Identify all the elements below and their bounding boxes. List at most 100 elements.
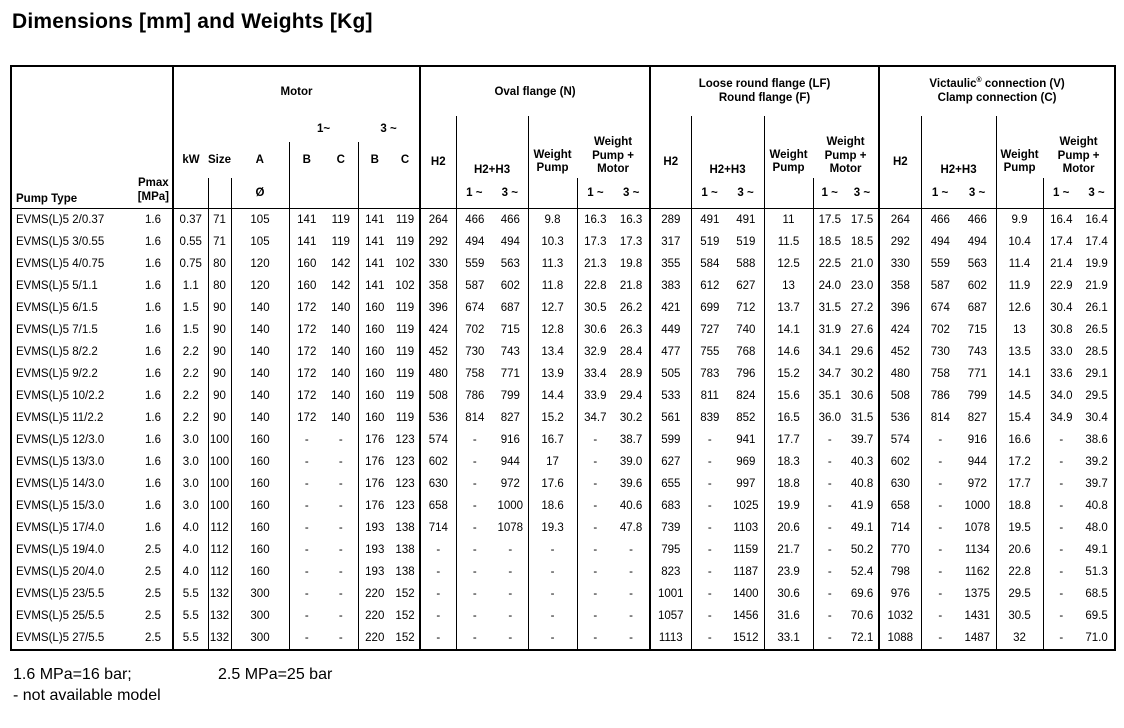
cell-oval-h2: 480 — [419, 362, 457, 385]
cell-lf-wpm-3ph: 49.1 — [850, 521, 874, 534]
cell-lf-wpm-3ph: 27.2 — [850, 301, 874, 314]
cell-oval-wpm-1ph: 34.7 — [576, 406, 614, 429]
cell-oval-h2: - — [419, 604, 457, 627]
cell-lf-h2h3-1ph: 612 — [690, 274, 729, 297]
cell-b-3ph: 220 — [357, 626, 391, 650]
cell-lf-weight-pump: 11.5 — [763, 230, 814, 253]
cell-a: 300 — [230, 582, 289, 605]
cell-vc-h2: 292 — [878, 230, 922, 253]
cell-b-1ph: 141 — [288, 207, 324, 231]
cell-vc-h2: 602 — [878, 450, 922, 473]
cell-kw: 3.0 — [172, 494, 208, 517]
cell-lf-wpm-3ph: 30.6 — [850, 389, 874, 402]
cell-b-1ph: - — [288, 626, 324, 650]
cell-c-3ph: 123 — [395, 477, 415, 490]
cell-oval-h2: 658 — [419, 494, 457, 517]
motor-1ph-header: 1~ — [316, 123, 331, 135]
dimensions-weights-table: Pump Type Pmax [MPa] Motor Oval flange (N… — [10, 65, 1117, 651]
cell-oval-weight-pump: 11.3 — [527, 252, 578, 275]
cell-oval-weight-pump: - — [527, 582, 578, 605]
table-row: EVMS(L)5 3/0.55 1.6 0.55 71 105 141 119 141 119 2… — [11, 230, 1115, 253]
cell-lf-h2: 739 — [649, 516, 692, 539]
cell-oval-weight-pump: 11.8 — [527, 274, 578, 297]
cell-vc-h2: 358 — [878, 274, 922, 297]
cell-size: 132 — [207, 582, 231, 605]
cell-vc-wpm-1ph: - — [1042, 450, 1080, 473]
cell-oval-h2h3-1ph: 814 — [455, 406, 494, 429]
cell-oval-h2: 630 — [419, 472, 457, 495]
vc-weight-pump-motor-header: Weight Pump + Motor — [1057, 136, 1100, 175]
cell-oval-weight-pump: 17 — [527, 450, 578, 473]
cell-vc-h2h3-1ph: 674 — [920, 296, 960, 319]
cell-vc-weight-pump: 15.4 — [995, 406, 1044, 429]
cell-lf-weight-pump: 23.9 — [763, 560, 814, 583]
cell-size: 112 — [207, 516, 231, 539]
cell-kw: 4.0 — [172, 538, 208, 561]
motor-3ph-header: 3 ~ — [380, 123, 397, 135]
cell-pump-type: EVMS(L)5 2/0.37 — [11, 207, 134, 231]
cell-oval-h2h3-1ph: 674 — [455, 296, 494, 319]
cell-pump-type: EVMS(L)5 11/2.2 — [16, 411, 104, 424]
cell-a: 140 — [230, 318, 289, 341]
cell-c-1ph: - — [338, 631, 343, 644]
cell-vc-weight-pump: 18.8 — [995, 494, 1044, 517]
cell-lf-weight-pump: 12.5 — [763, 252, 814, 275]
cell-oval-h2: 424 — [419, 318, 457, 341]
cell-vc-h2h3-1ph: - — [920, 472, 960, 495]
cell-lf-h2h3-1ph: 839 — [690, 406, 729, 429]
cell-oval-weight-pump: 10.3 — [527, 230, 578, 253]
table-row: EVMS(L)5 15/3.0 1.6 3.0 100 160- -176 123 658-1… — [11, 494, 1115, 517]
cell-lf-wpm-3ph: 30.2 — [850, 367, 874, 380]
cell-pmax: 1.6 — [134, 207, 173, 231]
cell-vc-h2h3-1ph: - — [920, 604, 960, 627]
cell-vc-h2: 536 — [878, 406, 922, 429]
cell-oval-wpm-3ph: - — [629, 587, 633, 600]
cell-lf-weight-pump: 18.3 — [763, 450, 814, 473]
cell-lf-h2: 449 — [649, 318, 692, 341]
cell-size: 112 — [207, 538, 231, 561]
cell-pmax: 1.6 — [145, 257, 161, 270]
cell-vc-h2: 424 — [878, 318, 922, 341]
cell-lf-h2h3-3ph: 1025 — [732, 499, 759, 512]
cell-oval-h2: 358 — [419, 274, 457, 297]
cell-oval-weight-pump: 12.7 — [527, 296, 578, 319]
cell-oval-h2h3-1ph: 587 — [455, 274, 494, 297]
cell-pump-type: EVMS(L)5 23/5.5 — [16, 587, 105, 600]
cell-oval-h2h3-1ph: 786 — [455, 384, 494, 407]
cell-vc-h2h3-1ph: - — [920, 450, 960, 473]
cell-lf-h2h3-3ph: 852 — [736, 411, 756, 424]
cell-vc-wpm-3ph: 48.0 — [1085, 521, 1108, 534]
cell-lf-h2h3-3ph: 740 — [736, 323, 756, 336]
cell-vc-wpm-3ph: 21.9 — [1085, 279, 1108, 292]
cell-vc-wpm-3ph: 29.5 — [1085, 389, 1108, 402]
cell-vc-wpm-3ph: 38.6 — [1085, 433, 1108, 446]
cell-oval-weight-pump: 12.8 — [527, 318, 578, 341]
cell-vc-wpm-1ph: - — [1042, 626, 1080, 650]
cell-b-1ph: 172 — [288, 406, 324, 429]
cell-a: 300 — [230, 626, 289, 650]
cell-oval-h2: - — [419, 560, 457, 583]
cell-c-1ph: - — [338, 521, 343, 534]
cell-vc-wpm-3ph: 39.7 — [1085, 477, 1108, 490]
lf-h2h3-phase-header: 1 ~3 ~ — [690, 178, 765, 208]
table-row: EVMS(L)5 27/5.5 2.5 5.5 132 300- -220 152- - - - -… — [11, 626, 1115, 650]
table-row: EVMS(L)5 7/1.5 1.6 1.5 90 140 172 140 160 119 424… — [11, 318, 1115, 341]
oval-h2h3-header: H2+H3 — [455, 116, 529, 178]
cell-oval-h2h3-1ph: - — [455, 472, 494, 495]
cell-c-3ph: 123 — [395, 433, 415, 446]
cell-oval-h2: 396 — [419, 296, 457, 319]
cell-lf-h2h3-1ph: 811 — [690, 384, 729, 407]
cell-vc-h2h3-1ph: 466 — [920, 207, 960, 231]
cell-lf-h2h3-1ph: - — [690, 494, 729, 517]
cell-oval-weight-pump: 13.9 — [527, 362, 578, 385]
cell-oval-h2h3-3ph: 944 — [500, 455, 520, 468]
cell-oval-h2h3-1ph: - — [455, 604, 494, 627]
cell-oval-weight-pump: - — [527, 626, 578, 650]
cell-oval-h2h3-3ph: - — [508, 587, 513, 600]
cell-c-3ph: 152 — [395, 631, 415, 644]
cell-lf-wpm-1ph: 35.1 — [812, 384, 847, 407]
cell-lf-h2: 383 — [649, 274, 692, 297]
cell-lf-h2h3-3ph: 768 — [736, 345, 756, 358]
cell-oval-wpm-1ph: - — [576, 516, 614, 539]
cell-oval-weight-pump: 18.6 — [527, 494, 578, 517]
